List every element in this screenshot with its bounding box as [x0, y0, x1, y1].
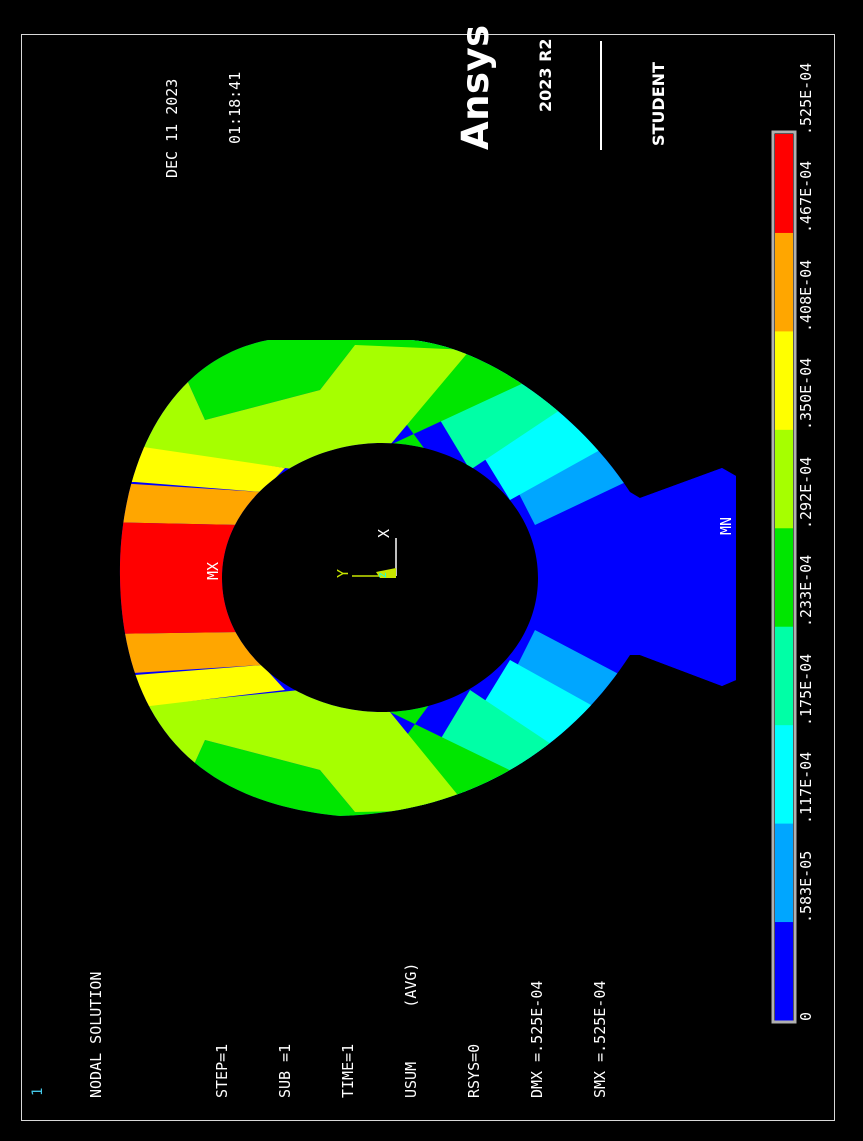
legend-label: .525E-04 [797, 62, 815, 135]
legend-label: .350E-04 [797, 358, 815, 431]
legend-swatch [775, 330, 793, 430]
legend-swatch [775, 724, 793, 824]
legend-label: .467E-04 [797, 161, 815, 234]
legend-swatch [775, 527, 793, 627]
viewport-frame [21, 34, 835, 1121]
legend-label: .175E-04 [797, 653, 815, 726]
max-marker: MX [204, 561, 222, 580]
legend-swatch [775, 921, 793, 1021]
triad [352, 538, 397, 578]
deformed-shape [119, 340, 736, 816]
legend-swatches [771, 130, 797, 1024]
triad-y-label: Y [334, 568, 352, 578]
legend-label: .117E-04 [797, 751, 815, 825]
legend-swatch [775, 429, 793, 529]
legend-label: .233E-04 [797, 554, 815, 628]
band-6 [119, 440, 285, 492]
legend-label: .583E-05 [797, 850, 815, 923]
legend-swatch [775, 823, 793, 923]
band-8 [119, 522, 240, 634]
legend-swatch [775, 626, 793, 726]
triad-z-marker [376, 568, 396, 578]
triad-z-label: Z [379, 572, 389, 578]
legend-label: .292E-04 [797, 456, 815, 529]
band-5 [119, 690, 470, 816]
band-7 [119, 632, 262, 675]
legend-border [771, 130, 797, 1024]
band-7 [119, 482, 262, 525]
legend-label: .408E-04 [797, 259, 815, 332]
min-marker: MN [717, 516, 735, 535]
band-5 [119, 340, 470, 470]
legend-label: 0 [797, 1011, 815, 1021]
triad-x-label: X [375, 528, 393, 538]
legend-swatch [775, 134, 793, 233]
legend-swatch [775, 232, 793, 332]
